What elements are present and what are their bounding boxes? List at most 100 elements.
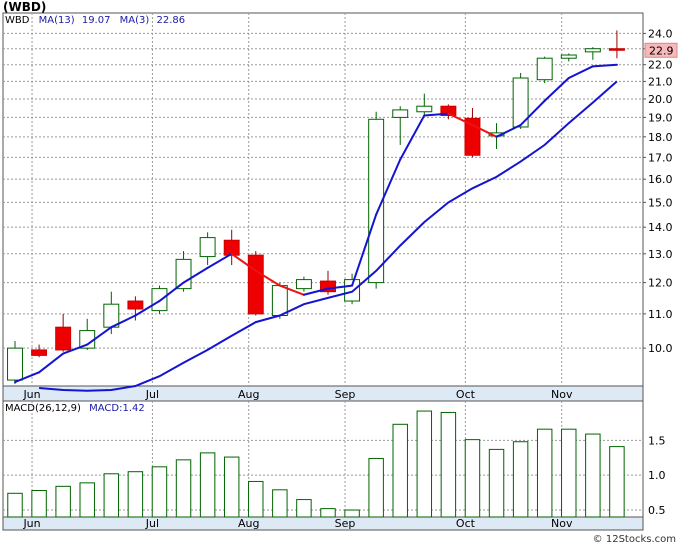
price-tick-label: 24.0 [648,27,673,40]
candle-down-body [464,117,481,156]
candle-up-body [512,77,529,128]
macd-bar [199,452,216,518]
candle-up-body [368,118,385,284]
candle-down-body [247,254,264,315]
macd-bar [416,410,433,518]
price-legend: WBD MA(13) 19.07 MA(3) 22.86 [5,15,185,26]
price-tick-label: 20.0 [648,93,673,106]
legend-ma3-value: 22.86 [156,15,186,26]
candle-up-body [416,105,433,113]
price-tick-label: 12.0 [648,277,673,290]
ma3-segment [591,63,618,68]
ma3-segment [543,77,570,102]
ma3-segment [302,287,329,296]
macd-bar [31,490,47,518]
ma3-segment [158,281,185,303]
macd-month-band [2,516,644,531]
ma3-segment [86,326,113,346]
ma3-segment [519,99,546,127]
macd-month-label: Aug [238,517,259,530]
candle-down-body [608,48,625,51]
macd-legend-value: MACD:1.42 [89,403,145,414]
macd-bar [272,489,288,518]
ma3-segment [351,213,378,287]
macd-legend: MACD(26,12,9) MACD:1.42 [5,403,145,414]
price-month-label: Jul [145,388,159,401]
price-tick-label: 21.0 [648,75,673,88]
ma3-segment [230,252,257,272]
ma3-segment [495,124,522,138]
legend-ma13-label: MA(13) [38,15,75,26]
ma3-segment [567,65,594,80]
macd-bar [561,428,577,518]
legend-ma3-label: MA(3) [119,15,150,26]
macd-bar [296,499,312,518]
price-tick-label: 17.0 [648,151,673,164]
ma3-segment [399,114,426,161]
ma3-segment [182,266,209,284]
macd-month-label: Jun [22,517,40,530]
macd-bar [585,433,601,518]
legend-ticker: WBD [5,15,30,26]
macd-month-label: Jul [145,517,159,530]
candle-up-body [560,54,577,59]
price-month-label: Jun [22,388,40,401]
price-month-label: Aug [238,388,259,401]
macd-tick-label: 1.5 [648,434,666,447]
ma3-segment [423,112,450,117]
macd-bar [512,441,529,518]
candle-up-body [584,48,601,53]
ma3-segment [206,252,233,269]
price-tick-label: 18.0 [648,131,673,144]
ma3-segment [14,371,41,384]
macd-bar [440,411,457,518]
macd-bar [175,459,192,518]
price-tick-label: 10.0 [648,342,673,355]
candle-up-body [295,279,312,290]
macd-bar [127,471,144,518]
price-tick-label: 13.0 [648,248,673,261]
ticker-title: (WBD) [3,0,47,14]
candle-up-body [344,279,361,302]
macd-bar [488,448,505,518]
macd-bar [103,473,120,518]
macd-bar [609,446,625,518]
macd-bar [536,428,553,518]
macd-bar [7,492,23,518]
ma3-segment [327,284,354,290]
macd-bar [344,509,360,518]
ma3-segment [62,343,89,355]
ma3-segment [254,269,281,287]
candle-down-body [223,239,240,256]
price-tick-label: 11.0 [648,308,673,321]
macd-bar [55,485,71,518]
macd-month-label: Oct [456,517,476,530]
ma13-line [39,80,618,392]
candle-down-body [127,300,144,310]
candle-up-body [7,347,23,381]
ma3-segment [471,124,498,138]
candle-up-body [536,57,553,81]
price-month-label: Oct [456,388,476,401]
candle-down-body [55,326,72,351]
macd-bar [368,457,384,518]
candle-up-body [271,285,288,317]
macd-month-label: Sep [335,517,356,530]
ma3-segment [278,284,305,296]
price-tick-label: 15.0 [648,196,673,209]
ma3-segment [134,300,161,317]
macd-bar [223,456,240,518]
last-price-label: 22.9 [649,44,674,57]
macd-bar [392,423,408,518]
candle-up-body [175,258,192,290]
ma3-segment [447,112,474,127]
ma3-segment [38,352,65,374]
price-tick-label: 19.0 [648,111,673,124]
candle-down-body [440,105,457,117]
candle-up-body [199,237,216,258]
ma3-segment [110,314,137,329]
legend-ma13-value: 19.07 [81,15,111,26]
macd-bar [79,482,95,518]
